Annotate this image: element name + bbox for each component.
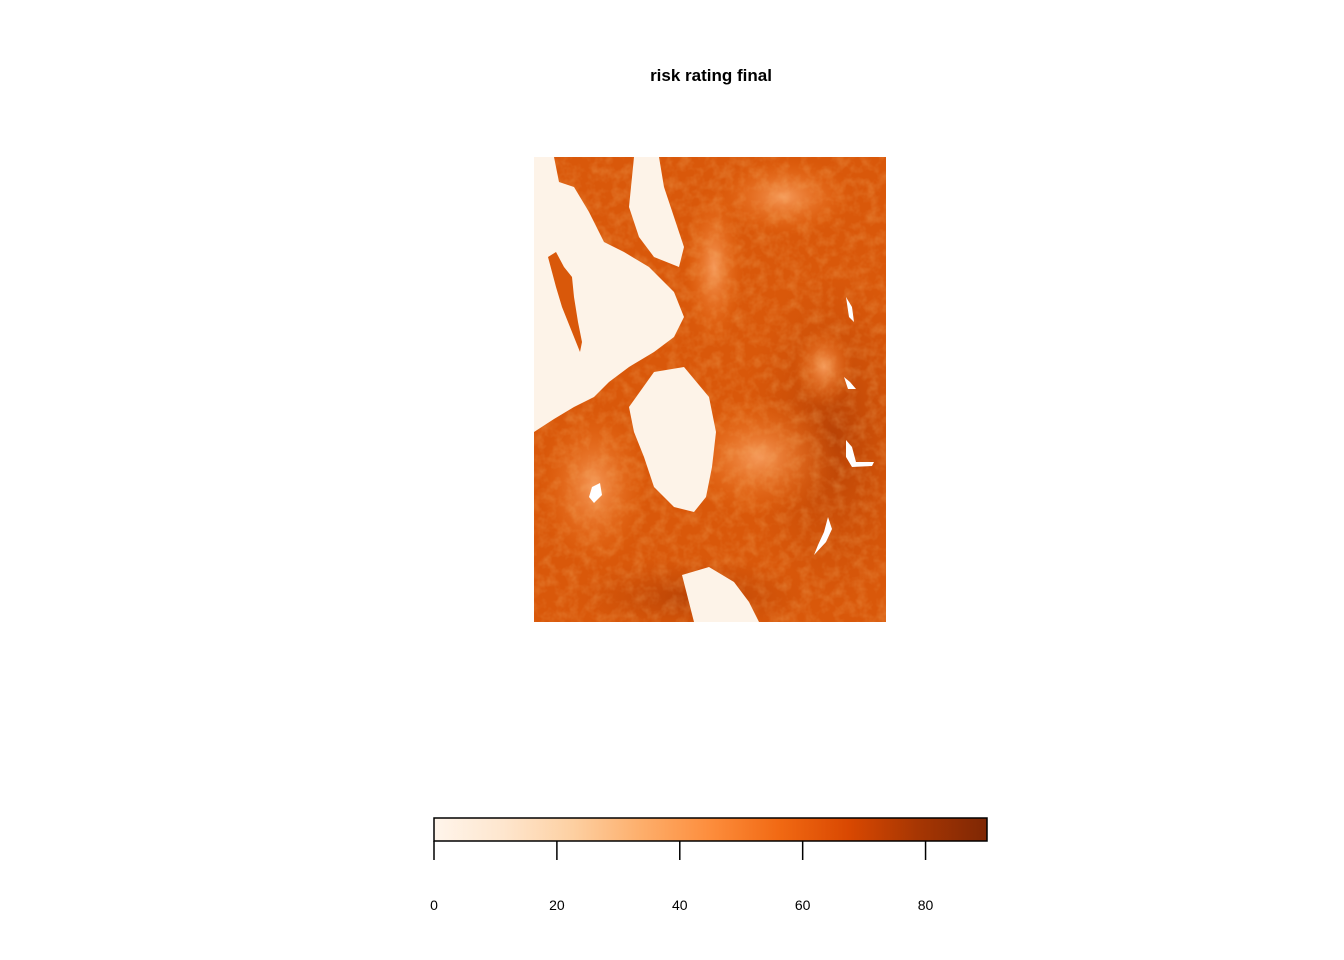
legend-tick-label: 0	[430, 897, 438, 913]
risk-raster-map	[534, 157, 886, 622]
map-nodata-patch	[846, 297, 854, 322]
map-low-risk-west	[534, 157, 684, 432]
map-island	[548, 252, 582, 352]
map-nodata-patch	[814, 517, 832, 555]
map-low-risk-central	[629, 367, 716, 512]
map-low-risk-north	[629, 157, 684, 267]
map-title: risk rating final	[650, 66, 772, 85]
map-nodata-patch	[844, 377, 856, 389]
map-low-risk-south	[682, 567, 759, 622]
legend-tick-label: 40	[672, 897, 688, 913]
legend-tick-label: 80	[918, 897, 934, 913]
legend-colorbar	[433, 817, 988, 842]
legend-tick-label: 60	[795, 897, 811, 913]
legend-ticks: 0 20 40 60 80	[430, 841, 934, 913]
legend-tick-label: 20	[549, 897, 565, 913]
map-nodata-patch	[846, 440, 874, 467]
map-nodata-patch	[589, 483, 602, 503]
